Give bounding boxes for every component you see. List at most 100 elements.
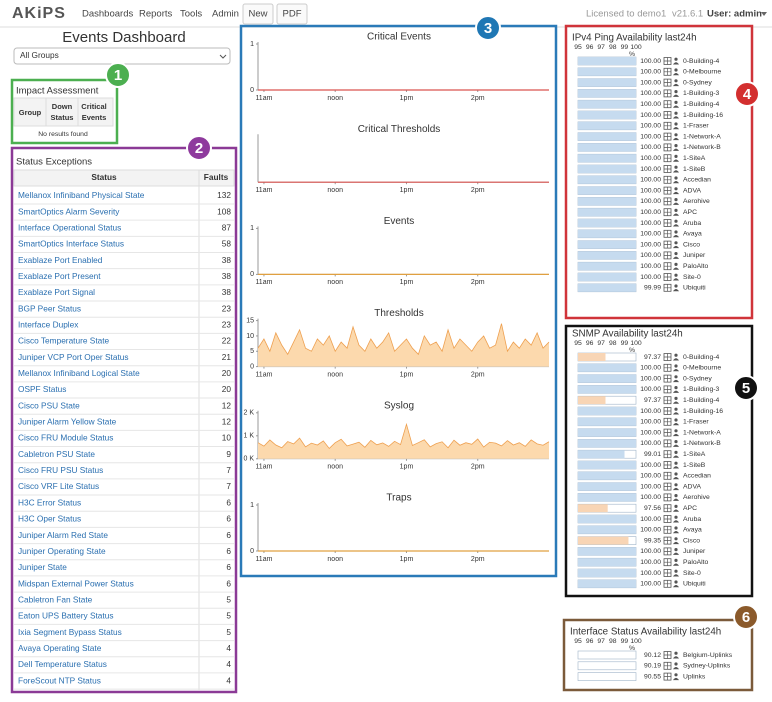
user-icon[interactable] [674, 651, 678, 655]
status-link[interactable]: Dell Temperature Status [18, 659, 107, 669]
user-icon[interactable] [674, 461, 678, 465]
status-link[interactable]: Mellanox Infiniband Logical State [18, 368, 140, 378]
user-icon[interactable] [674, 440, 678, 444]
menu-item[interactable]: Tools [180, 9, 202, 20]
device-name[interactable]: Sydney-Uplinks [683, 663, 731, 670]
device-name[interactable]: 1-SiteB [683, 166, 706, 173]
status-link[interactable]: Juniper Operating State [18, 546, 106, 556]
status-link[interactable]: Cisco FRU Module Status [18, 433, 113, 443]
user-icon[interactable] [674, 273, 678, 277]
device-name[interactable]: 1-SiteB [683, 462, 706, 469]
menu-item[interactable]: Dashboards [82, 9, 133, 20]
user-icon[interactable] [674, 144, 678, 148]
user-icon[interactable] [674, 407, 678, 411]
user-icon[interactable] [674, 483, 678, 487]
user-icon[interactable] [674, 569, 678, 573]
user-icon[interactable] [674, 504, 678, 508]
status-link[interactable]: Cisco VRF Lite Status [18, 481, 99, 491]
status-link[interactable]: H3C Oper Status [18, 514, 81, 524]
status-link[interactable]: BGP Peer Status [18, 303, 81, 313]
device-name[interactable]: 1-Building-16 [683, 112, 723, 119]
user-icon[interactable] [674, 133, 678, 137]
user-icon[interactable] [674, 111, 678, 115]
user-icon[interactable] [674, 364, 678, 368]
status-link[interactable]: OSPF Status [18, 384, 66, 394]
user-menu[interactable]: User: admin [707, 9, 762, 20]
device-name[interactable]: 1-Building-4 [683, 101, 719, 108]
user-icon[interactable] [674, 353, 678, 357]
user-icon[interactable] [674, 580, 678, 584]
user-icon[interactable] [674, 284, 678, 288]
user-icon[interactable] [674, 537, 678, 541]
status-link[interactable]: Eaton UPS Battery Status [18, 611, 113, 621]
user-icon[interactable] [674, 418, 678, 422]
device-name[interactable]: 1-SiteA [683, 451, 706, 458]
status-link[interactable]: Cabletron Fan State [18, 594, 93, 604]
user-icon[interactable] [674, 558, 678, 563]
status-link[interactable]: Cisco PSU State [18, 400, 80, 410]
device-name[interactable]: PaloAlto [683, 263, 709, 270]
user-icon[interactable] [674, 68, 678, 72]
user-icon[interactable] [674, 526, 678, 530]
status-link[interactable]: Midspan External Power Status [18, 578, 134, 588]
status-link[interactable]: Interface Operational Status [18, 223, 121, 233]
device-name[interactable]: 1-Fraser [683, 123, 709, 130]
device-name[interactable]: Aruba [683, 220, 701, 227]
device-name[interactable]: 1-Network-B [683, 144, 721, 151]
status-link[interactable]: Avaya Operating State [18, 643, 102, 653]
user-icon[interactable] [674, 429, 678, 433]
device-name[interactable]: 0-Sydney [683, 79, 712, 86]
device-name[interactable]: Site-0 [683, 274, 701, 281]
button-label[interactable]: New [248, 9, 267, 20]
status-link[interactable]: Exablaze Port Signal [18, 287, 95, 297]
user-icon[interactable] [674, 187, 678, 191]
status-link[interactable]: Cisco FRU PSU Status [18, 465, 103, 475]
device-name[interactable]: PaloAlto [683, 559, 709, 566]
device-name[interactable]: ADVA [683, 187, 701, 194]
user-icon[interactable] [674, 396, 678, 400]
device-name[interactable]: Accedian [683, 177, 711, 184]
device-name[interactable]: 0-Melbourne [683, 69, 721, 76]
button[interactable] [276, 3, 308, 25]
device-name[interactable]: 0-Building-4 [683, 354, 719, 361]
status-link[interactable]: Interface Duplex [18, 320, 79, 330]
user-icon[interactable] [674, 375, 678, 379]
user-icon[interactable] [674, 176, 678, 180]
device-name[interactable]: 1-Network-A [683, 133, 721, 140]
device-name[interactable]: 1-Fraser [683, 419, 709, 426]
status-link[interactable]: Juniper Alarm Yellow State [18, 417, 117, 427]
status-link[interactable]: SmartOptics Alarm Severity [18, 206, 120, 216]
device-name[interactable]: Aerohive [683, 198, 710, 205]
device-name[interactable]: Juniper [683, 252, 706, 259]
device-name[interactable]: Uplinks [683, 673, 706, 680]
menu-item[interactable]: Reports [139, 9, 173, 20]
device-name[interactable]: Aruba [683, 516, 701, 523]
device-name[interactable]: 1-Network-A [683, 429, 721, 436]
device-name[interactable]: Cisco [683, 241, 700, 248]
group-select-value[interactable]: All Groups [20, 50, 59, 60]
user-icon[interactable] [674, 79, 678, 83]
device-name[interactable]: Ubiquiti [683, 285, 706, 292]
status-link[interactable]: Exablaze Port Present [18, 271, 101, 281]
device-name[interactable]: Belgium-Uplinks [683, 652, 733, 659]
status-link[interactable]: Juniper VCP Port Oper Status [18, 352, 129, 362]
device-name[interactable]: Avaya [683, 231, 702, 238]
user-icon[interactable] [674, 230, 678, 234]
status-link[interactable]: SmartOptics Interface Status [18, 239, 124, 249]
status-link[interactable]: Cisco Temperature State [18, 336, 110, 346]
device-name[interactable]: APC [683, 505, 697, 512]
button-label[interactable]: PDF [283, 9, 302, 20]
user-icon[interactable] [674, 57, 678, 61]
user-icon[interactable] [674, 450, 678, 454]
device-name[interactable]: Cisco [683, 537, 700, 544]
device-name[interactable]: Ubiquiti [683, 581, 706, 588]
user-icon[interactable] [674, 515, 678, 519]
user-icon[interactable] [674, 673, 678, 677]
device-name[interactable]: Juniper [683, 548, 706, 555]
user-icon[interactable] [674, 219, 678, 223]
device-name[interactable]: 0-Sydney [683, 375, 712, 382]
device-name[interactable]: 0-Melbourne [683, 365, 721, 372]
status-link[interactable]: ForeScout NTP Status [18, 675, 101, 685]
user-icon[interactable] [674, 100, 678, 104]
user-icon[interactable] [674, 262, 678, 266]
